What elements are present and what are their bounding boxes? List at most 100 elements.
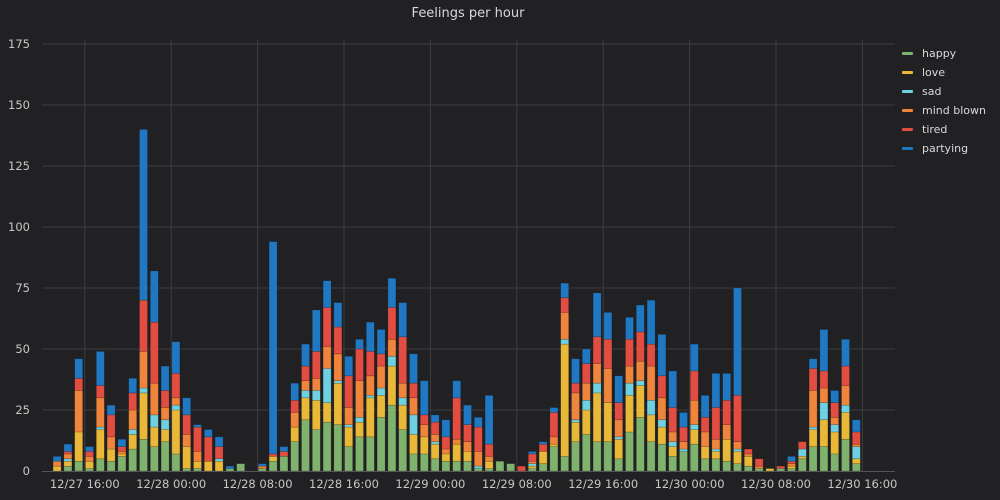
bar-segment-sad [387,356,397,367]
bar-segment-sad [592,382,602,394]
bar-segment-partying [841,338,850,367]
bar-segment-tired [301,365,310,382]
bar-segment-mind-blown [419,424,429,438]
bar-segment-partying [463,404,472,425]
bar-segment-love [733,451,742,464]
bar-segment-partying [257,463,267,467]
bar-segment-mind-blown [657,397,667,421]
bar-segment-happy [279,456,289,472]
bar-segment-sad [668,441,678,447]
x-tick-label: 12/29 00:00 [395,477,465,491]
bar-segment-tired [668,407,678,433]
bar-segment-sad [322,368,332,403]
legend-label: partying [922,142,969,155]
chart-title: Feelings per hour [411,6,525,21]
bar-segment-partying [63,443,73,452]
bar-segment-happy [96,458,105,472]
bar-segment-love [214,460,224,472]
bar-segment-mind-blown [549,436,559,445]
bar-segment-partying [322,280,332,308]
bar-segment-tired [463,424,472,443]
bar-segment-mind-blown [484,456,494,462]
bar-segment-mind-blown [560,312,570,340]
bar-segment-love [830,431,840,455]
bar-segment-mind-blown [463,441,472,452]
bar-segment-happy [106,460,116,472]
bar-segment-mind-blown [819,387,829,403]
bar-segment-mind-blown [290,412,300,428]
legend-item-sad[interactable]: sad [902,82,986,101]
bar-segment-mind-blown [635,360,645,382]
bar-segment-happy [150,446,159,472]
bar-segment-love [409,434,418,455]
legend-item-partying[interactable]: partying [902,139,986,158]
bar-segment-partying [225,465,235,469]
bar-segment-partying [646,299,656,345]
bar-segment-love [160,429,170,443]
bar-segment-tired [63,451,73,455]
bar-segment-love [419,436,429,455]
y-tick-label: 25 [15,403,30,417]
bar-segment-mind-blown [527,460,537,464]
bar-segment-tired [128,392,137,411]
bar-segment-tired [484,443,494,457]
bar-segment-partying [279,446,289,452]
bar-segment-mind-blown [409,397,418,416]
bar-segment-tired [722,399,732,425]
bar-segment-mind-blown [365,375,375,396]
bar-segment-happy [603,441,613,472]
bar-segment-mind-blown [333,353,343,382]
bar-segment-happy [754,468,764,472]
bar-segment-sad [625,382,634,396]
bar-segment-happy [592,441,602,472]
bar-segment-sad [376,387,386,396]
bar-segment-tired [625,338,634,367]
bar-segment-love [808,429,818,447]
bar-segment-sad [657,419,667,428]
bar-segment-mind-blown [679,441,688,450]
bar-segment-tired [819,370,829,389]
bar-segment-tired [430,421,440,435]
bar-segment-love [625,395,634,433]
bar-segment-tired [700,417,710,433]
bar-segment-happy [538,463,548,472]
bar-segment-sad [63,458,73,462]
legend-swatch [902,52,913,55]
bar-segment-mind-blown [646,365,656,401]
bar-segment-sad [841,404,850,413]
bar-segment-tired [139,299,148,352]
bar-segment-mind-blown [581,382,591,401]
legend-item-love[interactable]: love [902,63,986,82]
bar-segment-love [700,446,710,460]
bar-segment-happy [322,421,332,472]
bar-segment-happy [700,458,710,472]
bar-segment-sad [150,414,159,428]
bar-segment-love [387,365,397,406]
bar-segment-happy [614,458,624,472]
y-tick-label: 50 [15,342,30,356]
bar-segment-tired [311,351,321,379]
bar-segment-happy [365,436,375,472]
bar-segment-partying [549,407,559,413]
bar-segment-happy [409,453,418,472]
legend-item-tired[interactable]: tired [902,120,986,139]
bar-segment-sad [808,426,818,430]
bar-segment-happy [128,448,137,472]
bar-segment-love [333,382,343,425]
bar-segment-sad [398,397,408,406]
bar-segment-love [85,460,94,469]
bar-segment-mind-blown [452,438,462,445]
bar-segment-happy [182,468,191,472]
bar-segment-love [74,431,83,462]
bar-segment-sad [819,402,829,421]
bar-segment-love [538,451,548,464]
bar-segment-happy [333,424,343,472]
bar-segment-love [268,456,278,462]
x-tick-label: 12/27 16:00 [50,477,120,491]
bar-segment-happy [473,468,483,472]
bar-segment-love [603,402,613,443]
bar-segment-tired [808,368,818,391]
legend-item-happy[interactable]: happy [902,44,986,63]
bar-segment-partying [301,343,310,367]
legend-item-mind-blown[interactable]: mind blown [902,101,986,120]
